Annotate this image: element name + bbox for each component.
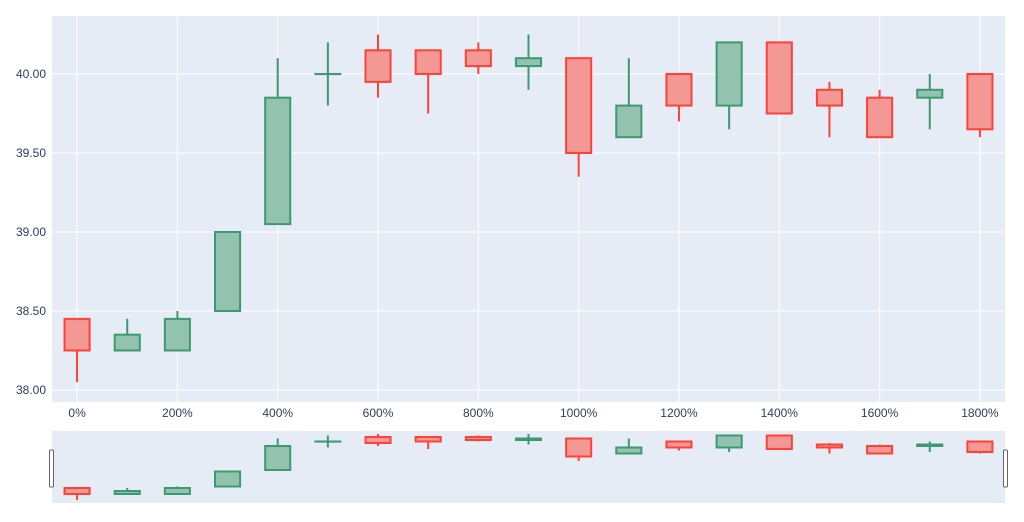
mini-candle-increasing [113,488,141,495]
candle-decreasing [565,57,593,177]
mini-candle-decreasing [966,440,994,454]
candle-increasing [163,310,191,352]
candle-body [715,41,743,107]
mini-candle-body [565,437,593,458]
candle-body [63,317,91,352]
candle-body [414,49,442,75]
mini-candle-increasing [163,486,191,495]
mini-candle-increasing [916,441,944,452]
mini-candle-body [715,434,743,449]
candle-body [364,49,392,83]
mini-candle-body [916,443,944,447]
x-tick-label: 600% [363,406,394,420]
x-tick-label: 200% [162,406,193,420]
mini-candle-decreasing [364,434,392,446]
mini-candle-decreasing [765,434,793,450]
mini-candle-decreasing [665,440,693,451]
x-tick-label: 0% [68,406,86,420]
x-tick-label: 1200% [660,406,698,420]
mini-candle-body [214,470,242,488]
x-tick-label: 800% [463,406,494,420]
candle-decreasing [665,72,693,122]
candle-body [916,88,944,99]
candle-decreasing [464,42,492,74]
mini-candle-increasing [514,434,543,445]
mini-candle-body [665,440,693,449]
candle-increasing [214,230,242,312]
mini-candle-body [163,487,191,495]
candle-increasing [113,318,141,352]
mini-candle-body [765,434,793,450]
candle-body [815,88,843,107]
candle-decreasing [866,89,894,139]
y-tick-label: 38.00 [16,383,46,397]
y-tick-label: 39.50 [16,146,46,160]
candle-body [113,333,141,352]
mini-candle-body [264,445,292,471]
y-tick-label: 39.00 [16,225,46,239]
candle-body [565,57,593,154]
rangeslider-right-handle[interactable] [1003,449,1008,488]
candle-body [163,317,191,352]
candle-decreasing [414,49,442,114]
mini-candle-body [63,487,91,495]
candle-body [514,57,543,68]
candle-body [615,104,643,139]
mini-candle-body [966,440,994,453]
mini-candle-increasing [264,438,292,471]
mini-candle-increasing [314,435,342,448]
y-tick-label: 38.50 [16,304,46,318]
candle-body [765,41,793,115]
y-tick-label: 40.00 [16,67,46,81]
candle-decreasing [63,317,91,383]
mini-candle-body [414,436,442,443]
mini-candle-increasing [615,438,643,455]
x-tick-label: 1400% [761,406,799,420]
mini-candle-body [113,490,141,495]
candle-increasing [514,34,543,90]
mini-candle-increasing [214,470,242,488]
candle-body [264,96,292,226]
candle-body [464,49,492,68]
candle-increasing [715,41,743,130]
mini-candle-decreasing [464,435,492,442]
candle-body [214,230,242,312]
rangeslider-left-handle[interactable] [49,449,54,488]
candle-increasing [314,42,342,106]
mini-candle-decreasing [866,444,894,455]
mini-candle-body [615,446,643,455]
mini-candle-decreasing [565,437,593,461]
candle-decreasing [765,41,793,115]
mini-candle-decreasing [815,443,843,454]
candle-body [866,96,894,139]
mini-candle-decreasing [414,436,442,449]
candle-increasing [916,73,944,130]
mini-candle-decreasing [63,487,91,500]
mini-candle-body [464,436,492,441]
mini-candle-body [866,445,894,455]
candle-increasing [264,58,292,226]
candle-decreasing [364,34,392,98]
x-tick-label: 400% [262,406,293,420]
candle-increasing [615,58,643,139]
candle-body [966,72,994,131]
mini-candle-body [514,437,543,441]
mini-candle-increasing [715,434,743,452]
x-tick-label: 1000% [560,406,598,420]
candle-decreasing [815,81,843,138]
candle-body [665,72,693,107]
mini-candle-body [364,436,392,444]
mini-candle-body [815,443,843,449]
candle-decreasing [966,72,994,138]
x-tick-label: 1800% [961,406,999,420]
x-tick-label: 1600% [861,406,899,420]
